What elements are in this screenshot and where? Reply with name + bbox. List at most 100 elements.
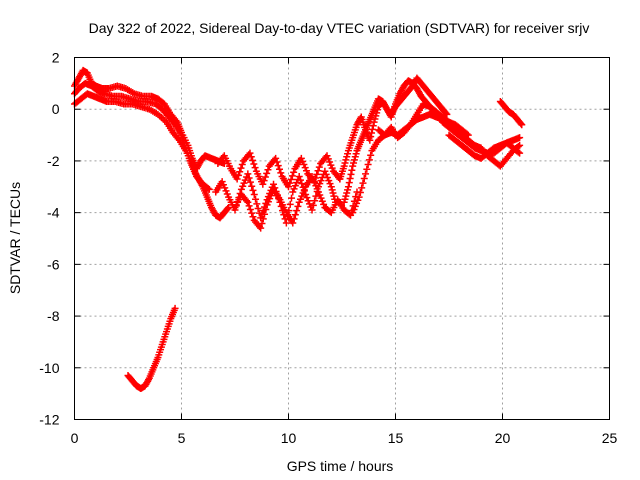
data-point — [264, 166, 272, 174]
data-point — [369, 122, 377, 130]
data-point — [243, 197, 251, 205]
data-point — [240, 179, 248, 187]
data-point — [312, 182, 320, 190]
data-point — [291, 182, 299, 190]
data-point — [293, 207, 301, 215]
data-point — [241, 176, 249, 184]
data-point — [309, 176, 317, 184]
x-tick-label: 20 — [495, 430, 511, 446]
data-point — [244, 198, 252, 206]
data-point — [311, 197, 319, 205]
data-point — [364, 161, 372, 169]
x-tick-label: 25 — [602, 430, 618, 446]
data-point — [296, 176, 304, 184]
data-point — [517, 120, 525, 128]
data-point — [300, 161, 308, 169]
data-point — [262, 206, 270, 214]
data-point — [289, 219, 297, 227]
data-point — [367, 133, 375, 141]
data-point — [350, 156, 358, 164]
data-point — [344, 183, 352, 191]
data-point — [250, 191, 258, 199]
series-track-3 — [71, 90, 213, 193]
data-point — [219, 181, 227, 189]
data-point — [516, 141, 524, 149]
data-point — [322, 170, 330, 178]
data-point — [349, 162, 357, 170]
data-point — [298, 192, 306, 200]
data-point — [145, 376, 153, 384]
data-point — [296, 195, 304, 203]
data-point — [288, 172, 296, 180]
data-point — [295, 198, 303, 206]
data-point — [343, 153, 351, 161]
data-point — [285, 183, 292, 191]
data-point — [299, 189, 307, 197]
series-track-14 — [124, 304, 179, 392]
data-point — [516, 149, 524, 157]
data-point — [174, 135, 182, 143]
y-tick-label: -8 — [47, 308, 60, 324]
data-point — [264, 198, 272, 206]
data-point — [356, 188, 364, 196]
data-point — [366, 136, 374, 144]
series-track-5 — [214, 149, 344, 191]
data-point — [261, 173, 269, 181]
y-axis-label: SDTVAR / TECUs — [7, 182, 23, 294]
data-point — [328, 186, 336, 194]
data-point — [218, 178, 226, 186]
chart-title: Day 322 of 2022, Sidereal Day-to-day VTE… — [89, 20, 590, 36]
x-tick-label: 5 — [178, 430, 186, 446]
data-point — [249, 186, 257, 194]
data-point — [267, 192, 275, 200]
data-point — [405, 122, 413, 130]
series-track-6 — [231, 172, 361, 232]
data-point — [233, 175, 241, 183]
y-tick-label: -6 — [47, 256, 60, 272]
data-point — [341, 195, 349, 203]
data-point — [349, 209, 357, 217]
data-point — [171, 304, 179, 312]
data-point — [318, 197, 326, 205]
data-point — [237, 164, 245, 172]
data-point — [514, 148, 522, 156]
data-point — [238, 161, 246, 169]
data-point — [365, 156, 373, 164]
data-point — [249, 213, 257, 221]
data-point — [223, 190, 231, 198]
data-point — [258, 220, 266, 228]
data-point — [346, 175, 354, 183]
data-point — [314, 167, 322, 175]
data-point — [327, 161, 335, 169]
data-point — [323, 152, 331, 160]
x-tick-labels: 0 5 10 15 20 25 — [71, 430, 618, 446]
y-tick-label: -10 — [39, 360, 59, 376]
data-point — [286, 200, 294, 208]
data-point — [291, 211, 299, 219]
data-point — [295, 172, 303, 180]
data-point — [239, 182, 247, 190]
data-point — [344, 150, 352, 158]
data-point — [442, 109, 450, 117]
data-point — [350, 206, 358, 214]
data-point — [321, 167, 329, 175]
data-point — [313, 185, 321, 193]
data-point — [261, 210, 269, 218]
data-point — [362, 170, 370, 178]
x-tick-label: 0 — [71, 430, 79, 446]
x-tick-label: 10 — [281, 430, 297, 446]
data-point — [363, 165, 371, 173]
y-tick-label: 2 — [52, 50, 60, 66]
data-point — [329, 189, 337, 197]
data-point — [259, 180, 267, 188]
series-track-12 — [445, 131, 524, 162]
data-point — [340, 198, 348, 206]
data-point — [297, 154, 305, 162]
data-point — [247, 153, 255, 161]
data-point — [317, 194, 325, 202]
data-point — [287, 176, 295, 184]
data-point — [236, 168, 244, 176]
data-point — [323, 173, 331, 181]
